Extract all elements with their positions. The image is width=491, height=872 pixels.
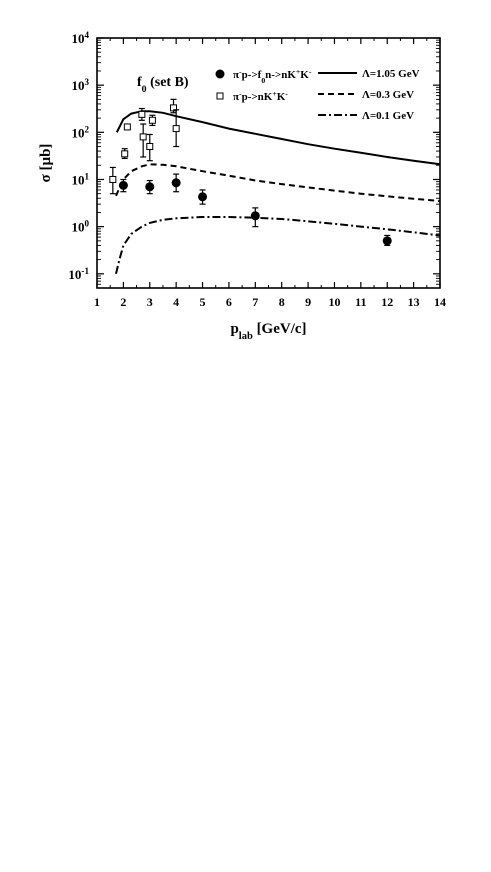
legend-line-label: Λ=0.1 GeV: [362, 110, 414, 122]
y-axis-label: σ [µb]: [38, 144, 54, 183]
data-point-filled-circle: [171, 178, 181, 188]
data-point-open-square: [148, 116, 156, 124]
x-tick-label: 1: [94, 295, 100, 309]
x-tick-label: 10: [328, 295, 340, 309]
data-point-open-square: [123, 123, 131, 131]
y-tick-label: 10-1: [68, 266, 89, 282]
x-tick-label: 6: [226, 295, 232, 309]
data-point-open-square: [109, 175, 117, 183]
x-tick-label: 4: [173, 295, 179, 309]
data-point-open-square: [172, 125, 180, 133]
y-tick-label: 100: [71, 219, 89, 235]
x-tick-label: 8: [279, 295, 285, 309]
x-tick-label: 9: [305, 295, 311, 309]
data-point-filled-circle: [382, 236, 392, 246]
x-tick-label: 3: [147, 295, 153, 309]
legend-marker-open-square: [216, 92, 224, 100]
data-point-open-square: [170, 104, 178, 112]
x-tick-label: 5: [200, 295, 206, 309]
panel-label: f0 (set B): [137, 75, 189, 95]
data-point-open-square: [138, 110, 146, 118]
x-tick-label: 13: [408, 295, 420, 309]
data-point-filled-circle: [198, 192, 208, 202]
data-point-open-square: [146, 143, 154, 151]
curve-dashdot: [115, 216, 441, 275]
data-point-filled-circle: [145, 182, 155, 192]
data-point-open-square: [139, 133, 147, 141]
legend-line-label: Λ=0.3 GeV: [362, 89, 414, 101]
data-point-open-square: [121, 150, 129, 158]
legend-line-label: Λ=1.05 GeV: [362, 68, 420, 80]
y-tick-label: 103: [71, 77, 89, 93]
curve-dashed: [115, 163, 441, 202]
legend-marker-filled-circle: [215, 69, 225, 79]
y-tick-label: 101: [71, 171, 89, 187]
x-tick-label: 11: [355, 295, 366, 309]
y-tick-label: 102: [71, 124, 89, 140]
x-axis-label: plab [GeV/c]: [230, 321, 306, 342]
x-tick-label: 12: [381, 295, 393, 309]
legend-label: π-p->f0n->nK+K-: [233, 67, 312, 85]
chart-axes: 1 2 3 4 5 6 7 8 9 10 11 12 13 1410-1100101102103104pl…: [38, 30, 446, 342]
chart-marks: [109, 98, 441, 275]
data-point-filled-circle: [118, 180, 128, 190]
chart-legend: π-p->f0n->nK+K-π-p->nK+K- Λ=1.05 GeV Λ=0.3…: [215, 67, 420, 122]
x-tick-label: 14: [434, 295, 446, 309]
x-tick-label: 2: [120, 295, 126, 309]
legend-label: π-p->nK+K-: [233, 89, 288, 104]
data-point-filled-circle: [250, 211, 260, 221]
y-tick-label: 104: [71, 30, 89, 46]
x-tick-label: 7: [252, 295, 258, 309]
